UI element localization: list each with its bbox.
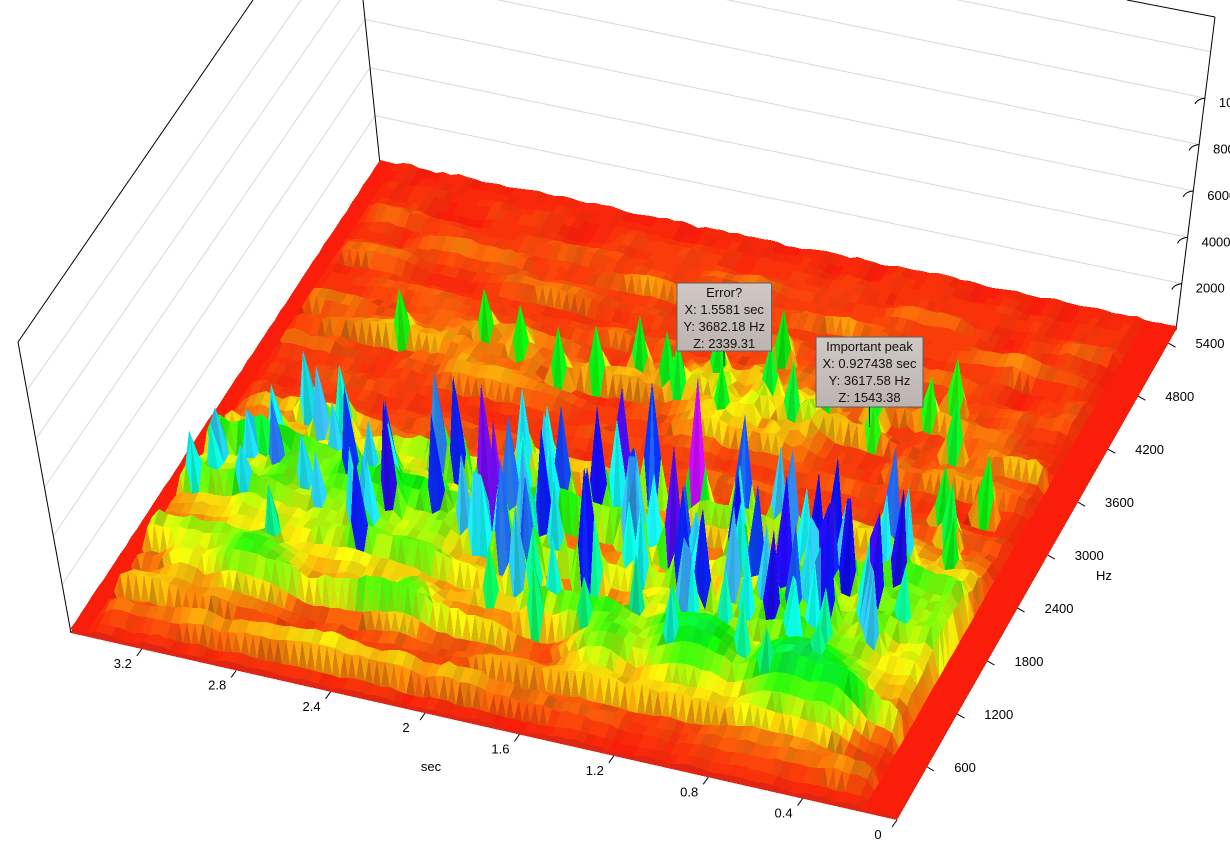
svg-text:1200: 1200 bbox=[984, 707, 1013, 722]
svg-text:3.2: 3.2 bbox=[114, 656, 132, 671]
svg-text:0.4: 0.4 bbox=[775, 806, 793, 821]
svg-text:6000: 6000 bbox=[1207, 188, 1230, 203]
svg-text:4200: 4200 bbox=[1135, 442, 1164, 457]
svg-text:sec: sec bbox=[421, 759, 442, 774]
svg-text:Y: 3617.58 Hz: Y: 3617.58 Hz bbox=[829, 373, 911, 388]
svg-text:3000: 3000 bbox=[1075, 548, 1104, 563]
svg-text:4800: 4800 bbox=[1165, 389, 1194, 404]
svg-text:Error?: Error? bbox=[706, 285, 742, 300]
svg-text:Y: 3682.18 Hz: Y: 3682.18 Hz bbox=[683, 319, 765, 334]
svg-text:3600: 3600 bbox=[1105, 495, 1134, 510]
svg-text:2.4: 2.4 bbox=[303, 699, 321, 714]
svg-text:600: 600 bbox=[954, 760, 976, 775]
svg-text:8000: 8000 bbox=[1213, 142, 1230, 157]
svg-text:2.8: 2.8 bbox=[208, 677, 226, 692]
svg-text:4000: 4000 bbox=[1202, 234, 1230, 249]
svg-text:Z: 1543.38: Z: 1543.38 bbox=[838, 390, 900, 405]
svg-text:Important peak: Important peak bbox=[826, 339, 913, 354]
svg-text:Hz: Hz bbox=[1096, 568, 1112, 583]
svg-text:1800: 1800 bbox=[1015, 654, 1044, 669]
svg-text:2000: 2000 bbox=[1196, 281, 1225, 296]
svg-text:2: 2 bbox=[402, 720, 409, 735]
svg-text:0: 0 bbox=[874, 827, 881, 842]
svg-text:X: 1.5581 sec: X: 1.5581 sec bbox=[684, 302, 764, 317]
svg-text:Z: 2339.31: Z: 2339.31 bbox=[693, 336, 755, 351]
svg-text:1.6: 1.6 bbox=[491, 742, 509, 757]
svg-text:1.2: 1.2 bbox=[586, 763, 604, 778]
svg-text:5400: 5400 bbox=[1196, 336, 1225, 351]
svg-text:2400: 2400 bbox=[1045, 601, 1074, 616]
svg-text:10000: 10000 bbox=[1219, 95, 1230, 110]
svg-text:X: 0.927438 sec: X: 0.927438 sec bbox=[823, 356, 917, 371]
svg-text:0.8: 0.8 bbox=[680, 784, 698, 799]
